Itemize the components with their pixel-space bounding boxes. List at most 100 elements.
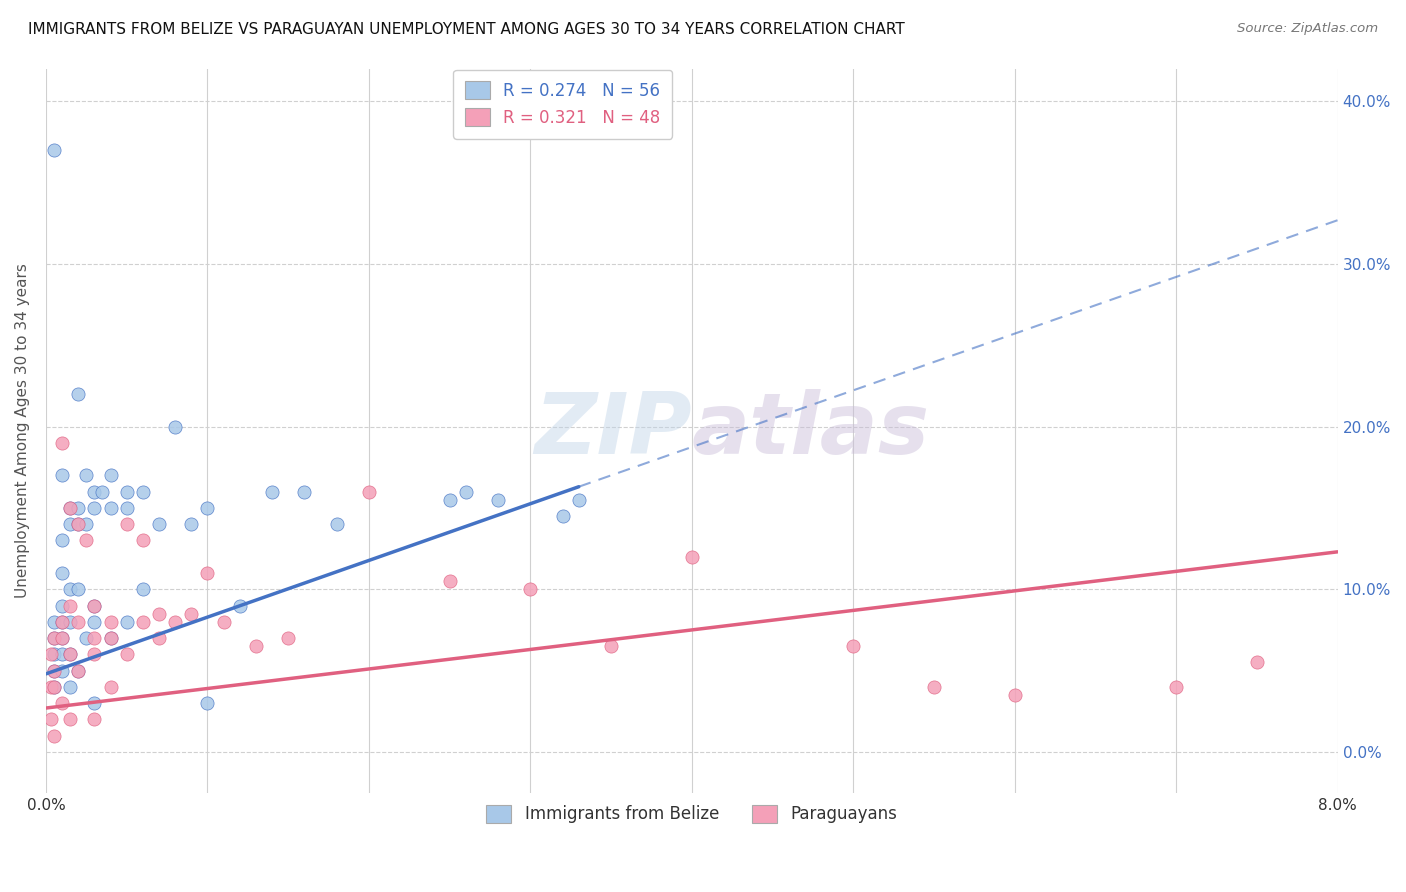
Point bbox=[165, 419, 187, 434]
Point bbox=[59, 713, 82, 727]
Point bbox=[100, 631, 122, 645]
Point bbox=[148, 631, 170, 645]
Point bbox=[42, 631, 65, 645]
Point bbox=[75, 631, 97, 645]
Point bbox=[59, 582, 82, 597]
Point bbox=[59, 500, 82, 515]
Point bbox=[180, 607, 202, 621]
Point bbox=[100, 680, 122, 694]
Point bbox=[551, 508, 574, 523]
Point bbox=[67, 387, 90, 401]
Point bbox=[67, 517, 90, 532]
Point bbox=[115, 615, 138, 629]
Point bbox=[51, 696, 73, 710]
Y-axis label: Unemployment Among Ages 30 to 34 years: Unemployment Among Ages 30 to 34 years bbox=[15, 263, 30, 598]
Point bbox=[67, 664, 90, 678]
Point bbox=[260, 484, 283, 499]
Point bbox=[454, 484, 477, 499]
Point bbox=[42, 615, 65, 629]
Point bbox=[67, 500, 90, 515]
Point bbox=[292, 484, 315, 499]
Point bbox=[59, 599, 82, 613]
Point bbox=[42, 664, 65, 678]
Point bbox=[180, 517, 202, 532]
Point bbox=[83, 615, 105, 629]
Point bbox=[59, 648, 82, 662]
Point bbox=[486, 492, 509, 507]
Point bbox=[1166, 680, 1188, 694]
Point bbox=[100, 468, 122, 483]
Point bbox=[100, 615, 122, 629]
Point bbox=[39, 713, 62, 727]
Point bbox=[67, 615, 90, 629]
Legend: Immigrants from Belize, Paraguayans: Immigrants from Belize, Paraguayans bbox=[474, 793, 910, 835]
Point bbox=[115, 648, 138, 662]
Point bbox=[51, 468, 73, 483]
Point bbox=[67, 664, 90, 678]
Point bbox=[51, 631, 73, 645]
Point bbox=[75, 468, 97, 483]
Point bbox=[132, 582, 155, 597]
Point bbox=[59, 680, 82, 694]
Point bbox=[842, 639, 865, 653]
Point bbox=[51, 648, 73, 662]
Point bbox=[148, 517, 170, 532]
Point bbox=[83, 696, 105, 710]
Point bbox=[51, 566, 73, 580]
Point bbox=[42, 664, 65, 678]
Point bbox=[59, 500, 82, 515]
Point bbox=[83, 599, 105, 613]
Point bbox=[83, 631, 105, 645]
Point bbox=[91, 484, 114, 499]
Point bbox=[51, 631, 73, 645]
Point bbox=[1004, 688, 1026, 702]
Point bbox=[277, 631, 299, 645]
Point bbox=[357, 484, 380, 499]
Point bbox=[67, 582, 90, 597]
Point bbox=[197, 566, 219, 580]
Point bbox=[51, 615, 73, 629]
Point bbox=[83, 599, 105, 613]
Point bbox=[245, 639, 267, 653]
Point bbox=[59, 517, 82, 532]
Point bbox=[42, 680, 65, 694]
Point bbox=[59, 648, 82, 662]
Point bbox=[519, 582, 541, 597]
Point bbox=[148, 607, 170, 621]
Point bbox=[75, 533, 97, 548]
Point bbox=[100, 500, 122, 515]
Point bbox=[42, 631, 65, 645]
Point bbox=[325, 517, 347, 532]
Point bbox=[197, 500, 219, 515]
Point bbox=[165, 615, 187, 629]
Point bbox=[42, 648, 65, 662]
Point bbox=[51, 533, 73, 548]
Point bbox=[115, 484, 138, 499]
Text: ZIP: ZIP bbox=[534, 389, 692, 472]
Point bbox=[132, 484, 155, 499]
Point bbox=[39, 680, 62, 694]
Point bbox=[439, 574, 461, 588]
Text: IMMIGRANTS FROM BELIZE VS PARAGUAYAN UNEMPLOYMENT AMONG AGES 30 TO 34 YEARS CORR: IMMIGRANTS FROM BELIZE VS PARAGUAYAN UNE… bbox=[28, 22, 905, 37]
Point bbox=[42, 729, 65, 743]
Text: Source: ZipAtlas.com: Source: ZipAtlas.com bbox=[1237, 22, 1378, 36]
Point bbox=[132, 615, 155, 629]
Point bbox=[39, 648, 62, 662]
Point bbox=[197, 696, 219, 710]
Point bbox=[42, 680, 65, 694]
Point bbox=[439, 492, 461, 507]
Point bbox=[83, 500, 105, 515]
Point bbox=[51, 615, 73, 629]
Point bbox=[83, 648, 105, 662]
Point bbox=[132, 533, 155, 548]
Point bbox=[67, 517, 90, 532]
Point bbox=[83, 484, 105, 499]
Point bbox=[59, 615, 82, 629]
Point bbox=[51, 435, 73, 450]
Point bbox=[42, 143, 65, 157]
Point bbox=[681, 549, 703, 564]
Point bbox=[51, 664, 73, 678]
Point bbox=[115, 517, 138, 532]
Point bbox=[83, 713, 105, 727]
Point bbox=[568, 492, 591, 507]
